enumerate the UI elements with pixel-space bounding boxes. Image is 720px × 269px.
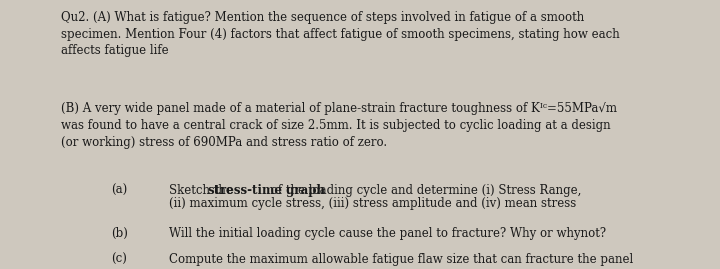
Text: of the loading cycle and determine (i) Stress Range,: of the loading cycle and determine (i) S… xyxy=(267,184,581,197)
Text: (a): (a) xyxy=(112,184,128,197)
Text: (b): (b) xyxy=(112,227,128,240)
Text: Will the initial loading cycle cause the panel to fracture? Why or whynot?: Will the initial loading cycle cause the… xyxy=(169,227,606,240)
Text: (B) A very wide panel made of a material of plane-strain fracture toughness of K: (B) A very wide panel made of a material… xyxy=(61,102,617,149)
Text: stress-time graph: stress-time graph xyxy=(207,184,325,197)
Text: Compute the maximum allowable fatigue flaw size that can fracture the panel
duri: Compute the maximum allowable fatigue fl… xyxy=(169,253,634,269)
Text: Qu2. (A) What is fatigue? Mention the sequence of steps involved in fatigue of a: Qu2. (A) What is fatigue? Mention the se… xyxy=(61,11,620,57)
Text: (ii) maximum cycle stress, (iii) stress amplitude and (iv) mean stress: (ii) maximum cycle stress, (iii) stress … xyxy=(169,197,577,210)
Text: (c): (c) xyxy=(112,253,127,266)
Text: Sketch the: Sketch the xyxy=(169,184,237,197)
